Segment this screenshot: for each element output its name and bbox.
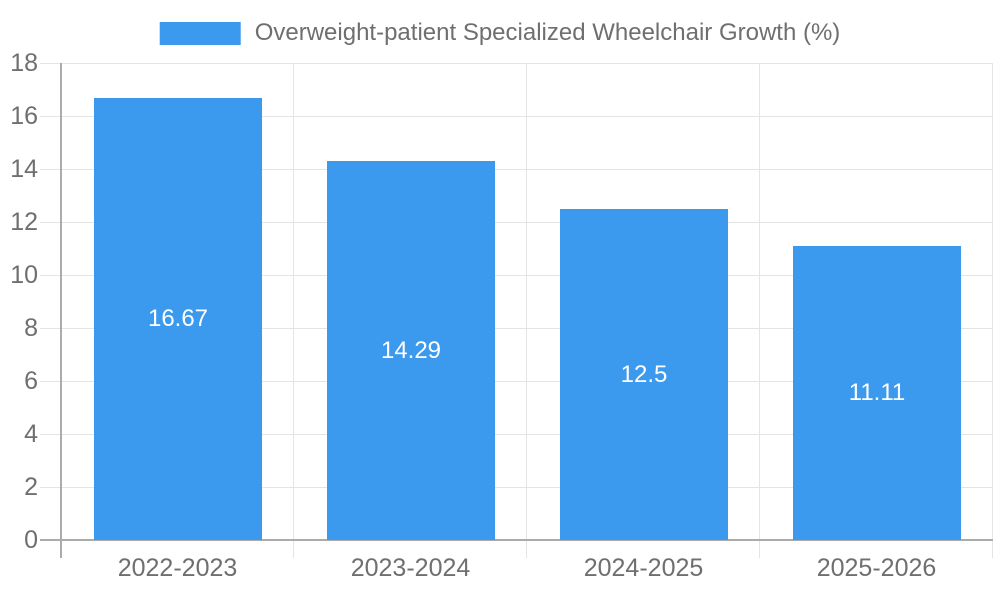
bar[interactable]: 16.67 [94,98,262,540]
legend-swatch-icon [159,21,241,45]
bar-value-label: 14.29 [380,336,442,364]
bar[interactable]: 11.11 [793,246,961,540]
h-gridline [40,328,993,329]
v-gridline [526,63,527,558]
x-axis-tick-label: 2025-2026 [816,554,937,582]
bar[interactable]: 14.29 [327,161,495,540]
y-axis-tick-label: 6 [24,367,38,395]
y-axis-line [60,63,62,558]
x-axis-line [40,539,993,541]
h-gridline [40,434,993,435]
legend-item[interactable]: Overweight-patient Specialized Wheelchai… [159,19,841,47]
h-gridline [40,487,993,488]
h-gridline [40,275,993,276]
bar[interactable]: 12.5 [560,209,728,540]
h-gridline [40,116,993,117]
y-axis-tick-label: 2 [24,473,38,501]
x-axis-tick-label: 2024-2025 [583,554,704,582]
y-axis-tick-label: 18 [10,49,38,77]
v-gridline [293,63,294,558]
h-gridline [40,222,993,223]
y-axis-tick-label: 8 [24,314,38,342]
y-axis-tick-label: 12 [10,208,38,236]
h-gridline [40,381,993,382]
bar-value-label: 16.67 [147,305,209,332]
x-axis-tick-label: 2023-2024 [350,554,471,582]
y-axis-tick-label: 16 [10,102,38,130]
bar-value-label: 12.5 [620,360,668,388]
v-gridline [992,63,993,558]
y-axis-tick-label: 14 [10,155,38,183]
bar-value-label: 11.11 [848,379,906,406]
y-axis-tick-label: 10 [10,261,38,289]
h-gridline [40,169,993,170]
y-axis-tick-label: 4 [24,420,38,448]
y-axis-tick-label: 0 [24,526,38,554]
legend-label: Overweight-patient Specialized Wheelchai… [254,19,841,46]
h-gridline [40,63,993,64]
x-axis-tick-label: 2022-2023 [117,554,238,582]
v-gridline [759,63,760,558]
